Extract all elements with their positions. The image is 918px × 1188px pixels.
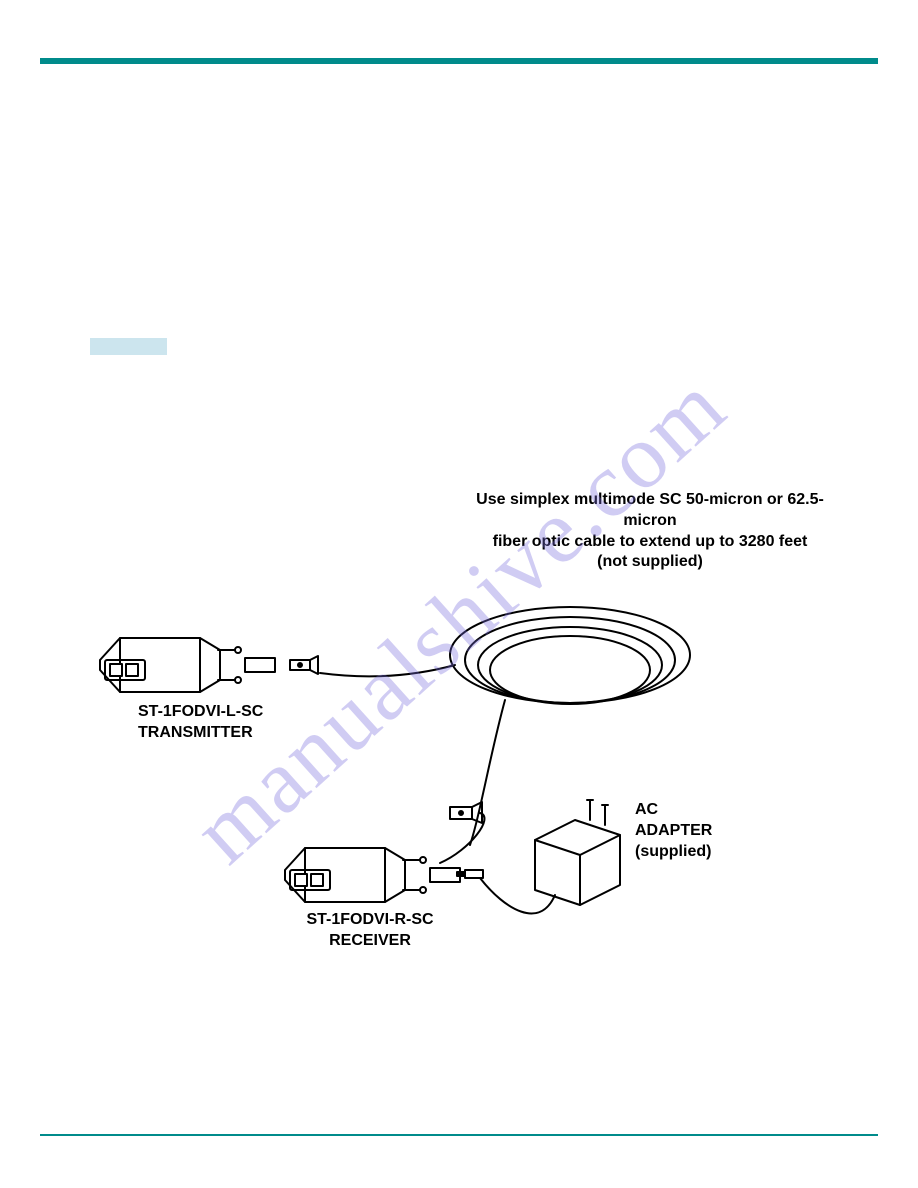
cable-note-line2: fiber optic cable to extend up to 3280 f… [493,533,808,550]
text-highlight [90,338,167,355]
adapter-line1: AC [635,801,658,818]
bottom-horizontal-rule [40,1134,878,1136]
transmitter-line1: ST-1FODVI-L-SC [138,703,263,720]
top-horizontal-rule [40,58,878,64]
receiver-label: ST-1FODVI-R-SC RECEIVER [290,910,450,952]
receiver-line2: RECEIVER [329,932,411,949]
adapter-label: AC ADAPTER (supplied) [635,800,712,862]
ac-adapter [480,800,620,913]
diagram-svg [80,500,840,1020]
transmitter-label: ST-1FODVI-L-SC TRANSMITTER [138,702,263,744]
cable-note-line1: Use simplex multimode SC 50-micron or 62… [476,491,824,529]
transmitter-connector [100,638,318,692]
receiver-connector [285,802,484,902]
cable-note-line3: (not supplied) [597,553,703,570]
adapter-line2: ADAPTER [635,822,712,839]
adapter-line3: (supplied) [635,843,711,860]
cable-note-label: Use simplex multimode SC 50-micron or 62… [450,490,850,573]
transmitter-line2: TRANSMITTER [138,724,253,741]
receiver-line1: ST-1FODVI-R-SC [306,911,433,928]
product-connection-diagram: Use simplex multimode SC 50-micron or 62… [80,500,840,1020]
